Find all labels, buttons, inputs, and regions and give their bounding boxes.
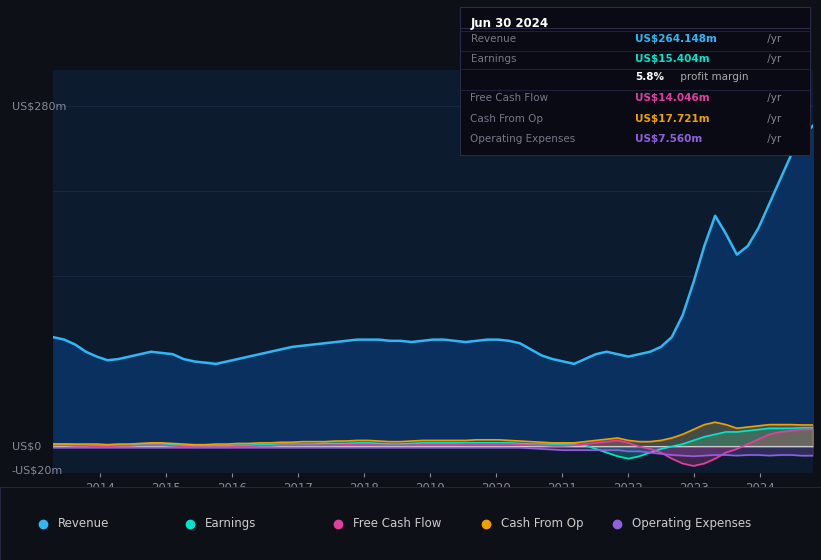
Text: US$280m: US$280m	[11, 101, 66, 111]
Text: Cash From Op: Cash From Op	[470, 114, 544, 124]
Text: /yr: /yr	[764, 54, 782, 64]
Text: US$14.046m: US$14.046m	[635, 93, 709, 103]
Text: /yr: /yr	[764, 93, 782, 103]
Text: /yr: /yr	[764, 134, 782, 144]
Text: Revenue: Revenue	[57, 517, 109, 530]
Text: Free Cash Flow: Free Cash Flow	[353, 517, 442, 530]
Text: profit margin: profit margin	[677, 72, 749, 82]
Text: US$17.721m: US$17.721m	[635, 114, 709, 124]
Text: /yr: /yr	[764, 114, 782, 124]
Text: 5.8%: 5.8%	[635, 72, 664, 82]
Text: Cash From Op: Cash From Op	[501, 517, 583, 530]
Text: US$0: US$0	[11, 441, 41, 451]
Text: US$7.560m: US$7.560m	[635, 134, 702, 144]
Text: Revenue: Revenue	[470, 34, 516, 44]
Text: Earnings: Earnings	[470, 54, 516, 64]
Text: Jun 30 2024: Jun 30 2024	[470, 17, 548, 30]
Text: Operating Expenses: Operating Expenses	[632, 517, 751, 530]
Text: /yr: /yr	[764, 34, 782, 44]
Text: Earnings: Earnings	[205, 517, 257, 530]
Text: -US$20m: -US$20m	[11, 466, 63, 476]
Text: US$15.404m: US$15.404m	[635, 54, 709, 64]
Text: US$264.148m: US$264.148m	[635, 34, 717, 44]
Text: Free Cash Flow: Free Cash Flow	[470, 93, 548, 103]
Text: Operating Expenses: Operating Expenses	[470, 134, 576, 144]
